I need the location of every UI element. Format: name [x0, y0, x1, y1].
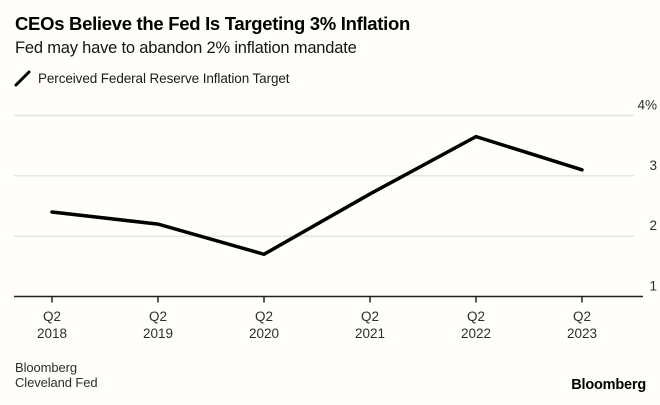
x-tick-label-quarter: Q2	[149, 309, 167, 324]
page-title: CEOs Believe the Fed Is Targeting 3% Inf…	[15, 13, 410, 34]
source-line-2: Cleveland Fed	[15, 374, 98, 390]
source-note: Bloomberg Cleveland Fed	[15, 360, 98, 390]
x-tick-label-year: 2022	[461, 326, 491, 341]
chart-legend: Perceived Federal Reserve Inflation Targ…	[14, 70, 290, 87]
legend-line-icon	[14, 70, 31, 87]
x-tick-label-quarter: Q2	[255, 309, 273, 324]
y-tick-label: 2	[649, 218, 657, 233]
chart-subtitle: Fed may have to abandon 2% inflation man…	[15, 39, 357, 57]
legend-series-label: Perceived Federal Reserve Inflation Targ…	[38, 71, 290, 86]
bloomberg-logo: Bloomberg	[571, 377, 646, 393]
legend-line-stroke	[14, 70, 31, 87]
y-tick-label: 3	[649, 158, 657, 173]
x-tick-label-year: 2018	[37, 326, 67, 341]
x-tick-label-year: 2019	[143, 326, 173, 341]
x-tick-label-year: 2020	[249, 326, 279, 341]
x-tick-label-quarter: Q2	[573, 309, 591, 324]
x-tick-label-year: 2021	[355, 326, 385, 341]
x-tick-label-year: 2023	[567, 326, 597, 341]
source-line-1: Bloomberg	[15, 360, 77, 375]
y-tick-label: 4%	[637, 98, 657, 113]
data-line	[50, 134, 584, 257]
x-tick-label-quarter: Q2	[467, 309, 485, 324]
x-tick-label-quarter: Q2	[43, 309, 61, 324]
x-tick-label-quarter: Q2	[361, 309, 379, 324]
y-tick-label: 1	[649, 279, 657, 294]
